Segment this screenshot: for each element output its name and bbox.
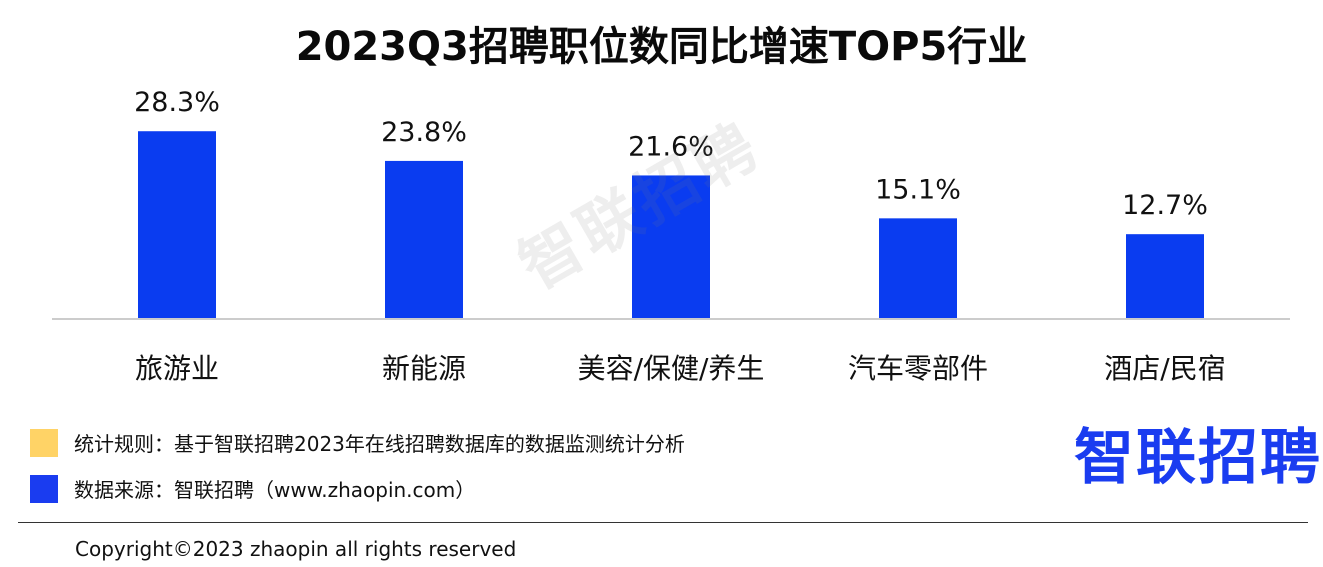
bar-chart: 28.3% 旅游业 23.8% 新能源 21.6% 美容/保健/养生 15.1% 汽车零部件 1…	[52, 87, 1290, 385]
bar-value-label: 21.6%	[628, 131, 714, 162]
zhaopin-logo: 智联招聘	[1074, 423, 1322, 493]
category-label: 美容/保健/养生	[578, 352, 765, 385]
bar-value-label: 12.7%	[1122, 190, 1208, 221]
bar-value-label: 15.1%	[875, 174, 961, 205]
footnote-rule-text: 统计规则：基于智联招聘2023年在线招聘数据库的数据监测统计分析	[74, 432, 685, 456]
rule-swatch	[30, 428, 58, 457]
category-label: 酒店/民宿	[1104, 352, 1225, 385]
copyright: Copyright©2023 zhaopin all rights reserv…	[75, 537, 517, 561]
footnote-rule: 统计规则：基于智联招聘2023年在线招聘数据库的数据监测统计分析	[30, 428, 685, 457]
footnote-source: 数据来源：智联招聘（www.zhaopin.com）	[30, 474, 475, 503]
bar-value-label: 23.8%	[381, 117, 467, 148]
category-label: 旅游业	[135, 352, 219, 385]
bar-value-label: 28.3%	[134, 87, 220, 118]
source-swatch	[30, 474, 58, 503]
bar	[632, 175, 710, 318]
bar	[879, 218, 957, 318]
footnote-source-text: 数据来源：智联招聘（www.zhaopin.com）	[74, 478, 476, 502]
chart-title: 2023Q3招聘职位数同比增速TOP5行业	[295, 24, 1028, 70]
bar	[1126, 234, 1204, 318]
category-label: 汽车零部件	[848, 352, 988, 385]
category-label: 新能源	[382, 352, 466, 385]
divider	[18, 522, 1308, 523]
bar	[138, 131, 216, 318]
bar	[385, 160, 463, 318]
